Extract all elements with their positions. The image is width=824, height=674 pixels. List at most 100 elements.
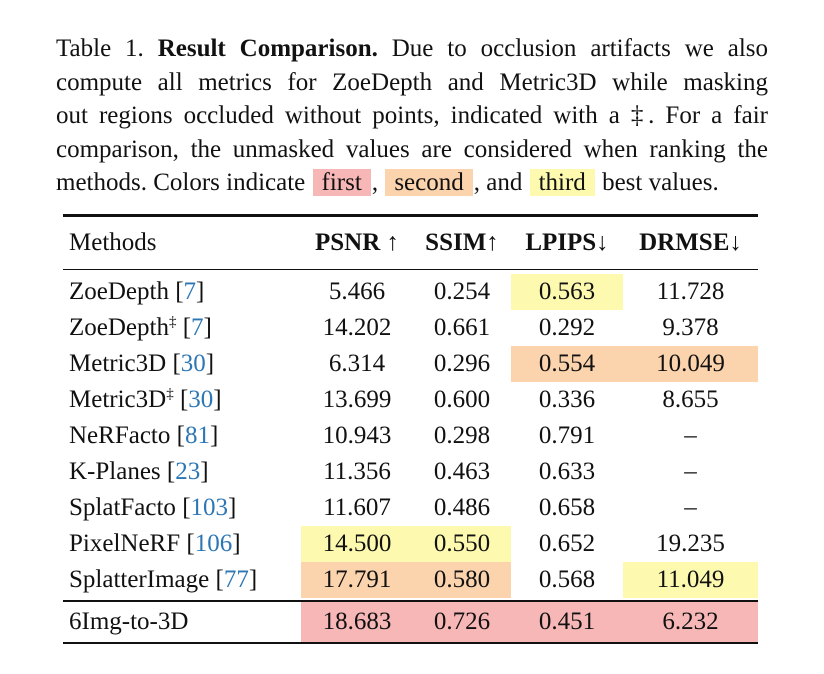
ssim-cell: 0.298: [433, 422, 491, 449]
table-row: Metric3D‡ [30] 13.699 0.600 0.336 8.655: [63, 382, 758, 418]
lpips-cell: 0.791: [538, 422, 596, 449]
header-rule: [63, 268, 758, 270]
method-name: Metric3D: [69, 350, 167, 377]
results-table: Methods PSNR ↑ SSIM↑ LPIPS↓ DRMSE↓: [63, 217, 758, 269]
citation-link[interactable]: 30: [188, 386, 214, 413]
lpips-cell: 0.568: [538, 566, 596, 593]
table-row: Metric3D [30] 6.314 0.296 0.554 10.049: [63, 346, 758, 382]
drmse-cell: 11.049: [623, 562, 758, 598]
method-name: ZoeDepth: [69, 314, 169, 341]
citation-link[interactable]: 30: [180, 350, 206, 377]
method-cell: Metric3D‡ [30]: [69, 386, 222, 413]
drmse-cell: –: [684, 458, 697, 485]
lpips-cell: 0.451: [511, 601, 623, 642]
caption-line-5: methods. Colors indicate first, second, …: [56, 166, 768, 200]
caption-line5-suffix: best values.: [602, 169, 719, 196]
caption-line-4: comparison, the unmasked values are cons…: [56, 135, 768, 163]
header-psnr: PSNR ↑: [314, 228, 400, 256]
drmse-cell: 19.235: [656, 530, 725, 557]
header-row: Methods PSNR ↑ SSIM↑ LPIPS↓ DRMSE↓: [63, 217, 758, 269]
header-lpips: LPIPS↓: [525, 228, 609, 256]
header-ssim: SSIM↑: [425, 228, 499, 256]
header-drmse: DRMSE↓: [639, 228, 742, 256]
psnr-cell: 11.607: [323, 494, 391, 521]
ssim-cell: 0.463: [433, 458, 491, 485]
dagger-mark: ‡: [168, 314, 177, 330]
citation-link[interactable]: 7: [183, 278, 197, 305]
lpips-cell: 0.563: [511, 274, 623, 310]
method-cell: NeRFacto [81]: [69, 422, 219, 449]
caption-line5-prefix: methods. Colors indicate: [56, 169, 306, 196]
table-row: NeRFacto [81] 10.943 0.298 0.791 –: [63, 418, 758, 454]
caption-title: Result Comparison.: [157, 35, 378, 62]
drmse-cell: 6.232: [623, 601, 758, 642]
citation-link[interactable]: 77: [223, 566, 249, 593]
ssim-cell: 0.254: [433, 278, 491, 305]
psnr-cell: 6.314: [328, 350, 386, 377]
method-cell: PixelNeRF [106]: [69, 530, 241, 557]
psnr-cell: 14.500: [301, 526, 413, 562]
top-rule: [63, 214, 758, 217]
method-name: Metric3D: [69, 386, 167, 413]
table-row: K-Planes [23] 11.356 0.463 0.633 –: [63, 454, 758, 490]
table-row: ZoeDepth [7] 5.466 0.254 0.563 11.728: [63, 274, 758, 310]
drmse-cell: –: [684, 494, 697, 521]
citation-link[interactable]: 81: [184, 422, 210, 449]
lpips-cell: 0.633: [538, 458, 596, 485]
psnr-cell: 10.943: [322, 422, 392, 449]
citation-link[interactable]: 103: [190, 494, 229, 521]
method-cell: ZoeDepth [7]: [69, 278, 205, 305]
results-table-body: ZoeDepth [7] 5.466 0.254 0.563 11.728 Zo…: [63, 274, 758, 598]
lpips-cell: 0.658: [538, 494, 596, 521]
legend-third-chip: third: [529, 169, 595, 196]
psnr-cell: 5.466: [328, 278, 386, 305]
ssim-cell: 0.661: [433, 314, 491, 341]
caption-line-2: compute all metrics for ZoeDepth and Met…: [56, 68, 768, 96]
legend-first-chip: first: [312, 169, 371, 196]
method-name: ZoeDepth: [69, 278, 169, 305]
lpips-cell: 0.554: [511, 346, 623, 382]
table-row: ZoeDepth‡ [7] 14.202 0.661 0.292 9.378: [63, 310, 758, 346]
lpips-cell: 0.292: [538, 314, 596, 341]
table-caption: Table 1. Result Comparison. Due to occlu…: [56, 32, 768, 200]
method-name: K-Planes: [69, 458, 161, 485]
ssim-cell: 0.600: [433, 386, 491, 413]
method-name: SplatFacto: [69, 494, 176, 521]
psnr-cell: 13.699: [322, 386, 392, 413]
legend-second-chip: second: [385, 169, 473, 196]
bottom-rule: [63, 641, 758, 644]
drmse-cell: 10.049: [623, 346, 758, 382]
results-table-ours: 6Img-to-3D 18.683 0.726 0.451 6.232: [63, 601, 758, 642]
table-row: SplatFacto [103] 11.607 0.486 0.658 –: [63, 490, 758, 526]
method-cell: K-Planes [23]: [69, 458, 209, 485]
psnr-cell: 11.356: [323, 458, 391, 485]
method-cell: SplatterImage [77]: [69, 566, 258, 593]
ours-rule: [63, 600, 758, 602]
method-cell: ZoeDepth‡ [7]: [69, 314, 212, 341]
ssim-cell: 0.726: [413, 601, 511, 642]
ssim-cell: 0.486: [433, 494, 491, 521]
results-table-wrapper: Methods PSNR ↑ SSIM↑ LPIPS↓ DRMSE↓ ZoeDe…: [63, 214, 758, 644]
legend-separator-2: , and: [473, 169, 523, 196]
psnr-cell: 17.791: [301, 562, 413, 598]
drmse-cell: –: [684, 422, 697, 449]
citation-link[interactable]: 7: [191, 314, 204, 341]
citation-link[interactable]: 106: [194, 530, 233, 557]
table-row: PixelNeRF [106] 14.500 0.550 0.652 19.23…: [63, 526, 758, 562]
method-cell: Metric3D [30]: [69, 350, 215, 377]
method-name: NeRFacto: [69, 422, 171, 449]
method-cell: SplatFacto [103]: [69, 494, 237, 521]
ours-row: 6Img-to-3D 18.683 0.726 0.451 6.232: [63, 601, 758, 642]
psnr-cell: 14.202: [322, 314, 392, 341]
header-methods: Methods: [69, 228, 157, 256]
lpips-cell: 0.336: [538, 386, 596, 413]
method-name: PixelNeRF: [69, 530, 181, 557]
caption-line1-text: Due to occlusion artifacts we also: [391, 35, 769, 62]
ssim-cell: 0.580: [413, 562, 511, 598]
caption-line-3: out regions occluded without points, ind…: [56, 102, 768, 129]
ssim-cell: 0.550: [413, 526, 511, 562]
caption-label: Table 1.: [56, 35, 144, 62]
method-name: SplatterImage: [69, 566, 210, 593]
citation-link[interactable]: 23: [175, 458, 201, 485]
